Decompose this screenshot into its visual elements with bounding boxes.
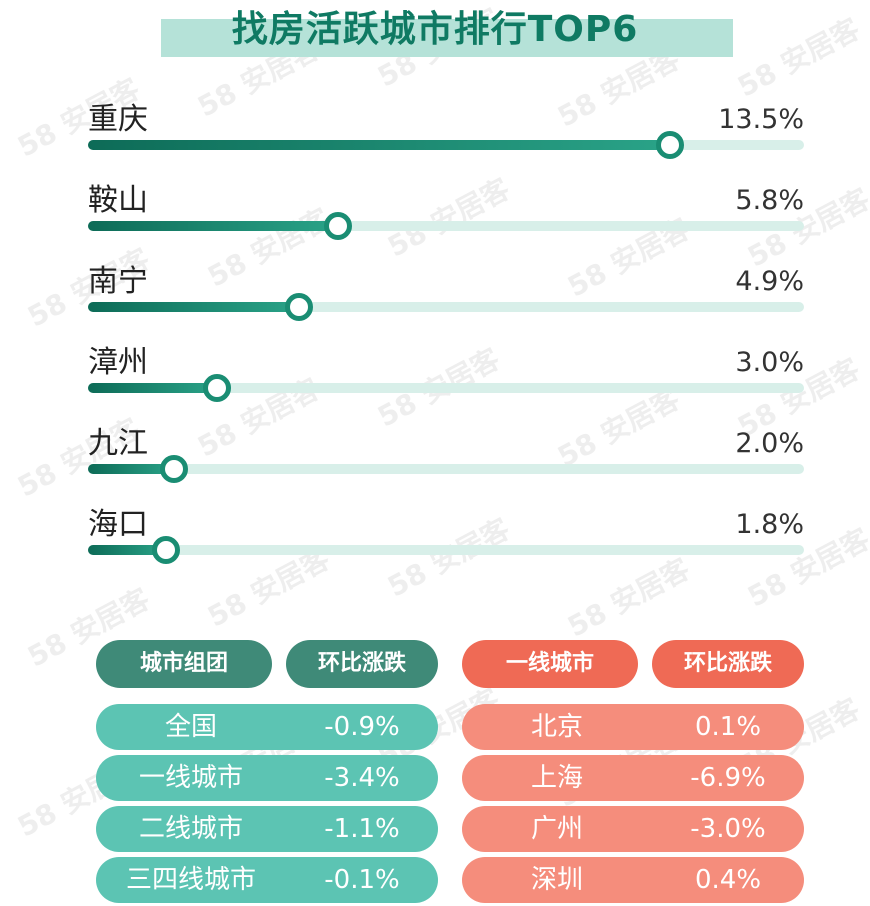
bar-end-marker: [285, 293, 314, 321]
city-label: 重庆: [88, 102, 148, 137]
row-label: 广州: [530, 814, 583, 844]
bar: [88, 221, 339, 231]
city-label: 漳州: [88, 345, 148, 380]
table-row: 广州 -3.0%: [462, 806, 804, 852]
table-row: 三四线城市 -0.1%: [96, 857, 438, 903]
row-value: -3.0%: [690, 814, 766, 844]
bar: [88, 383, 218, 393]
row-label: 一线城市: [138, 763, 243, 793]
watermark-17: 58 安居客: [382, 512, 516, 604]
bar-end-marker: [203, 374, 232, 402]
bar-track: [88, 212, 804, 240]
bar-track: [88, 536, 804, 564]
row-label: 全国: [164, 712, 217, 742]
chart-title: 找房活跃城市排行TOP6: [231, 9, 639, 50]
table-row: 二线城市 -1.1%: [96, 806, 438, 852]
row-value: 0.1%: [694, 712, 762, 742]
bar-track: [88, 374, 804, 402]
row-value: -3.4%: [324, 763, 400, 793]
bar: [88, 140, 671, 150]
bar-track: [88, 455, 804, 483]
row-value: -1.1%: [324, 814, 400, 844]
left-header-change: 环比涨跌: [286, 640, 438, 688]
table-row: 全国 -0.9%: [96, 704, 438, 750]
city-label: 海口: [88, 507, 148, 542]
city-label: 鞍山: [88, 183, 148, 218]
bar-track: [88, 131, 804, 159]
bar: [88, 545, 166, 555]
city-label: 九江: [88, 426, 148, 461]
row-label: 北京: [530, 712, 583, 742]
value-label: 2.0%: [735, 428, 804, 459]
bar-end-marker: [324, 212, 353, 240]
watermark-7: 58 安居客: [382, 172, 516, 264]
value-label: 1.8%: [735, 509, 804, 540]
title-highlight: [161, 19, 733, 57]
table-row: 上海 -6.9%: [462, 755, 804, 801]
watermark-18: 58 安居客: [562, 552, 696, 644]
bar-end-marker: [656, 131, 685, 159]
row-label: 上海: [530, 763, 583, 793]
table-row: 一线城市 -3.4%: [96, 755, 438, 801]
value-label: 4.9%: [735, 266, 804, 297]
left-header-group: 城市组团: [96, 640, 272, 688]
row-value: 0.4%: [694, 865, 762, 895]
table-row: 深圳 0.4%: [462, 857, 804, 903]
right-header-city: 一线城市: [462, 640, 638, 688]
row-value: -6.9%: [690, 763, 766, 793]
watermark-6: 58 安居客: [202, 202, 336, 294]
value-label: 5.8%: [735, 185, 804, 216]
value-label: 13.5%: [718, 104, 804, 135]
bar-track: [88, 293, 804, 321]
right-header-change: 环比涨跌: [652, 640, 804, 688]
bar: [88, 302, 300, 312]
value-label: 3.0%: [735, 347, 804, 378]
row-label: 深圳: [530, 865, 583, 895]
row-label: 二线城市: [138, 814, 243, 844]
bar: [88, 464, 175, 474]
city-label: 南宁: [88, 264, 148, 299]
row-label: 三四线城市: [125, 865, 256, 895]
table-row: 北京 0.1%: [462, 704, 804, 750]
bar-end-marker: [160, 455, 189, 483]
row-value: -0.1%: [324, 865, 400, 895]
bar-end-marker: [151, 536, 180, 564]
row-value: -0.9%: [324, 712, 400, 742]
